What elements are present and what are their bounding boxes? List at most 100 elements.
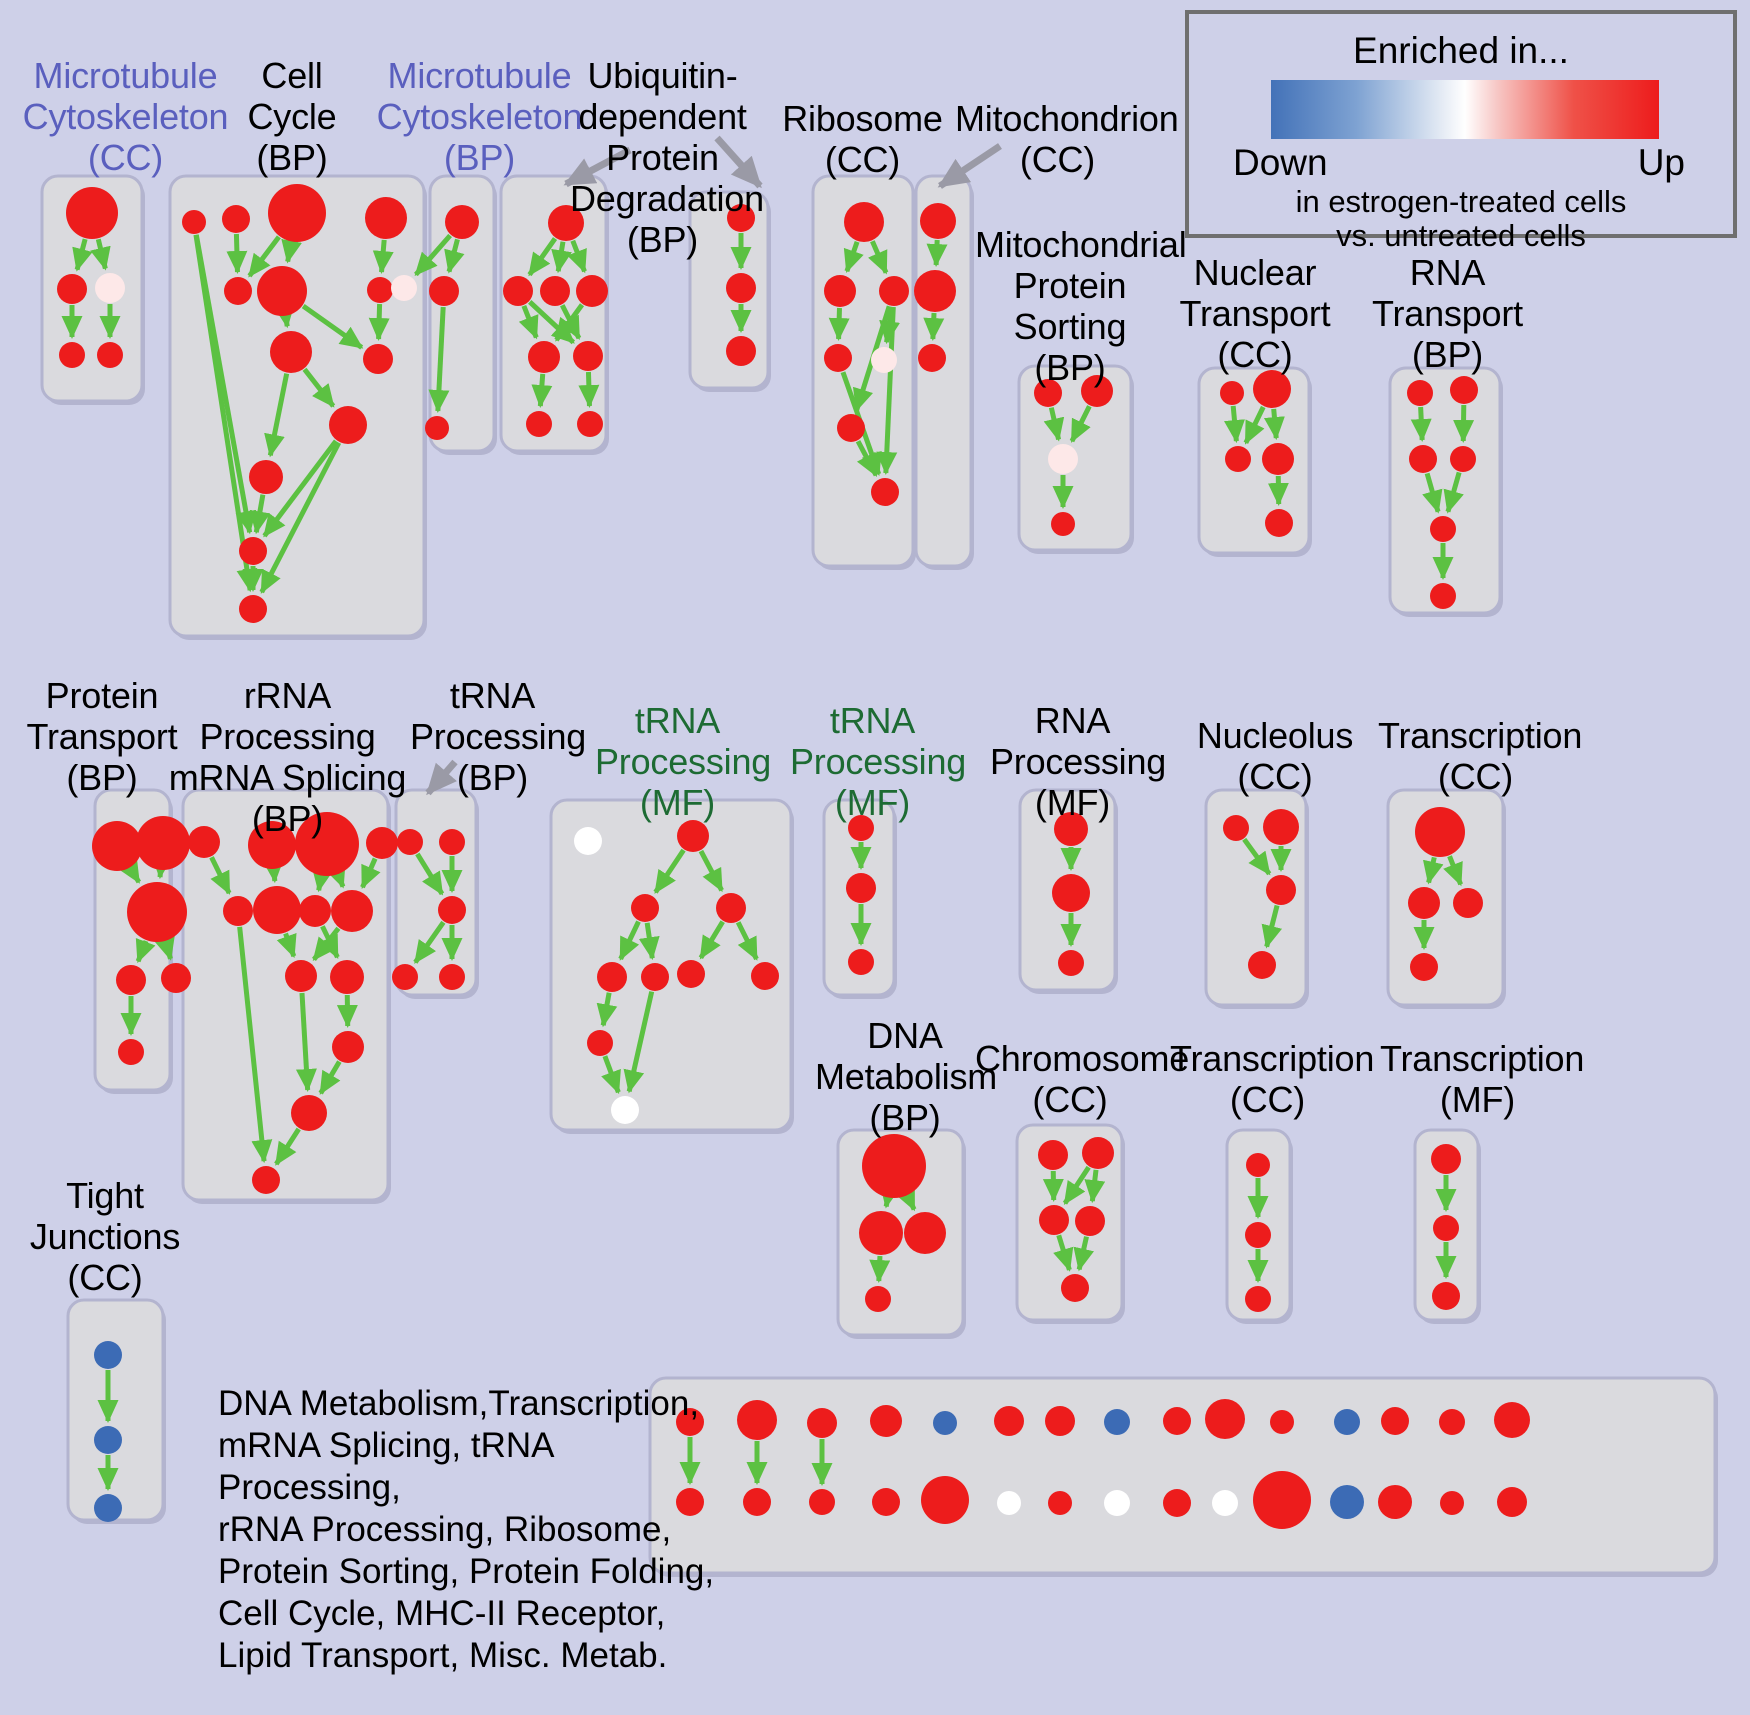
network-node[interactable] bbox=[1262, 443, 1294, 475]
network-node[interactable] bbox=[1205, 1399, 1245, 1439]
network-node[interactable] bbox=[743, 1488, 771, 1516]
network-node[interactable] bbox=[239, 595, 267, 623]
network-node[interactable] bbox=[95, 273, 125, 303]
network-node[interactable] bbox=[1266, 875, 1296, 905]
network-node[interactable] bbox=[1081, 375, 1113, 407]
network-node[interactable] bbox=[1248, 951, 1276, 979]
network-node[interactable] bbox=[161, 963, 191, 993]
network-node[interactable] bbox=[1381, 1407, 1409, 1435]
network-node[interactable] bbox=[97, 342, 123, 368]
cluster-panel-transcription-cc-upper[interactable] bbox=[1386, 788, 1505, 1007]
network-node[interactable] bbox=[1433, 1215, 1459, 1241]
network-node[interactable] bbox=[1415, 807, 1465, 857]
network-node[interactable] bbox=[1430, 516, 1456, 542]
network-node[interactable] bbox=[222, 205, 250, 233]
network-node[interactable] bbox=[1265, 509, 1293, 537]
network-node[interactable] bbox=[528, 341, 560, 373]
network-node[interactable] bbox=[252, 1166, 280, 1194]
network-node[interactable] bbox=[540, 276, 570, 306]
network-node[interactable] bbox=[1408, 887, 1440, 919]
network-node[interactable] bbox=[92, 821, 142, 871]
network-node[interactable] bbox=[577, 411, 603, 437]
network-node[interactable] bbox=[239, 537, 267, 565]
network-node[interactable] bbox=[727, 204, 755, 232]
network-node[interactable] bbox=[1039, 1205, 1069, 1235]
network-node[interactable] bbox=[824, 275, 856, 307]
network-node[interactable] bbox=[1048, 1491, 1072, 1515]
network-node[interactable] bbox=[1051, 512, 1075, 536]
cluster-panel-ubiquitin-dependent-protein-degradation-bp[interactable] bbox=[499, 174, 608, 453]
network-node[interactable] bbox=[1058, 950, 1084, 976]
network-node[interactable] bbox=[1407, 380, 1433, 406]
network-node[interactable] bbox=[1212, 1490, 1238, 1516]
network-node[interactable] bbox=[116, 965, 146, 995]
network-node[interactable] bbox=[1263, 809, 1299, 845]
network-node[interactable] bbox=[526, 411, 552, 437]
network-node[interactable] bbox=[918, 344, 946, 372]
network-node[interactable] bbox=[365, 197, 407, 239]
network-node[interactable] bbox=[848, 815, 874, 841]
network-node[interactable] bbox=[1253, 1471, 1311, 1529]
network-node[interactable] bbox=[397, 829, 423, 855]
network-node[interactable] bbox=[392, 964, 418, 990]
network-node[interactable] bbox=[871, 478, 899, 506]
network-node[interactable] bbox=[677, 820, 709, 852]
cluster-panel-nuclear-transport-cc[interactable] bbox=[1197, 366, 1311, 555]
network-node[interactable] bbox=[824, 344, 852, 372]
network-node[interactable] bbox=[872, 1488, 900, 1516]
network-node[interactable] bbox=[846, 873, 876, 903]
network-node[interactable] bbox=[285, 960, 317, 992]
network-node[interactable] bbox=[118, 1039, 144, 1065]
network-node[interactable] bbox=[367, 277, 393, 303]
network-node[interactable] bbox=[1220, 381, 1244, 405]
network-node[interactable] bbox=[253, 886, 301, 934]
network-node[interactable] bbox=[391, 275, 417, 301]
network-node[interactable] bbox=[223, 896, 253, 926]
network-node[interactable] bbox=[1253, 370, 1291, 408]
network-node[interactable] bbox=[270, 331, 312, 373]
network-node[interactable] bbox=[1038, 1140, 1068, 1170]
network-node[interactable] bbox=[182, 210, 206, 234]
network-node[interactable] bbox=[576, 275, 608, 307]
network-node[interactable] bbox=[865, 1286, 891, 1312]
network-node[interactable] bbox=[862, 1134, 926, 1198]
cluster-panel-microtubule-cytoskeleton-bp[interactable] bbox=[428, 174, 496, 453]
network-node[interactable] bbox=[332, 1031, 364, 1063]
network-node[interactable] bbox=[248, 821, 296, 869]
network-node[interactable] bbox=[726, 273, 756, 303]
network-node[interactable] bbox=[879, 276, 909, 306]
network-node[interactable] bbox=[807, 1408, 837, 1438]
network-node[interactable] bbox=[1450, 376, 1478, 404]
network-node[interactable] bbox=[1270, 1410, 1294, 1434]
network-node[interactable] bbox=[136, 816, 190, 870]
network-node[interactable] bbox=[574, 827, 602, 855]
network-node[interactable] bbox=[1052, 874, 1090, 912]
network-node[interactable] bbox=[870, 1405, 902, 1437]
network-node[interactable] bbox=[997, 1491, 1021, 1515]
network-node[interactable] bbox=[366, 827, 398, 859]
network-node[interactable] bbox=[439, 829, 465, 855]
network-node[interactable] bbox=[914, 270, 956, 312]
network-node[interactable] bbox=[611, 1096, 639, 1124]
network-node[interactable] bbox=[94, 1494, 122, 1522]
network-node[interactable] bbox=[1225, 446, 1251, 472]
network-node[interactable] bbox=[1034, 379, 1062, 407]
network-node[interactable] bbox=[1439, 1409, 1465, 1435]
network-node[interactable] bbox=[1409, 445, 1437, 473]
network-node[interactable] bbox=[295, 812, 359, 876]
network-node[interactable] bbox=[445, 205, 479, 239]
network-node[interactable] bbox=[363, 344, 393, 374]
network-node[interactable] bbox=[726, 336, 756, 366]
network-node[interactable] bbox=[809, 1489, 835, 1515]
network-node[interactable] bbox=[224, 277, 252, 305]
network-node[interactable] bbox=[1330, 1485, 1364, 1519]
network-node[interactable] bbox=[1497, 1487, 1527, 1517]
network-node[interactable] bbox=[1432, 1282, 1460, 1310]
network-node[interactable] bbox=[438, 896, 466, 924]
network-node[interactable] bbox=[291, 1095, 327, 1131]
network-node[interactable] bbox=[330, 960, 364, 994]
network-node[interactable] bbox=[94, 1341, 122, 1369]
network-node[interactable] bbox=[57, 274, 87, 304]
network-node[interactable] bbox=[268, 184, 326, 242]
network-node[interactable] bbox=[439, 964, 465, 990]
